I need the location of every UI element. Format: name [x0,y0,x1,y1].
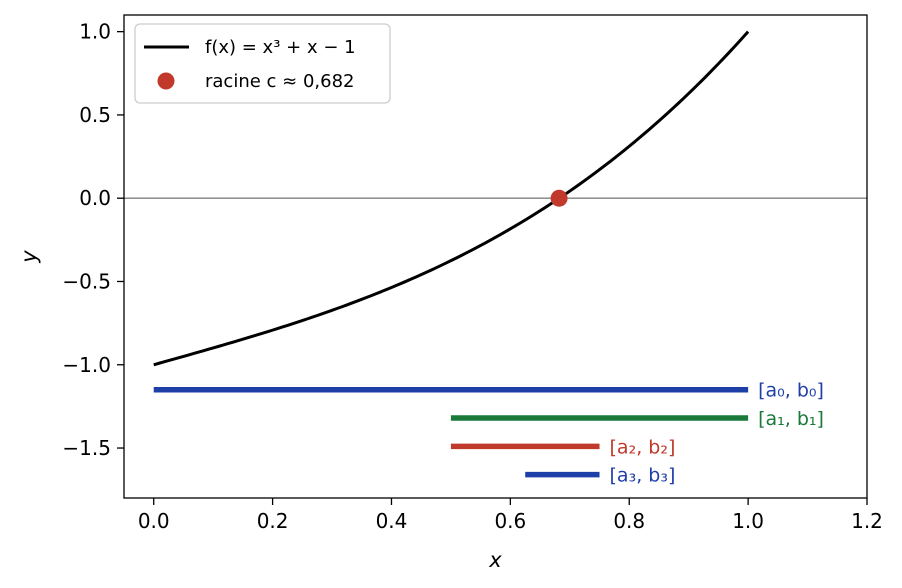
x-axis-label: x [488,548,502,572]
axes-frame [123,14,868,499]
interval-label-2: [a₂, b₂] [610,436,676,458]
plot-area: [a₀, b₀] [a₁, b₁] [a₂, b₂] [a₃, b₃] [124,30,867,487]
x-tick-label: 0.8 [613,509,645,533]
interval-0: [a₀, b₀] [153,380,824,402]
interval-label-0: [a₀, b₀] [758,380,824,402]
interval-3: [a₃, b₃] [525,465,675,487]
interval-1: [a₁, b₁] [450,408,824,430]
x-tick-label: 0.4 [376,509,408,533]
x-tick-label: 0.0 [138,509,170,533]
legend-entry-label: f(x) = x³ + x − 1 [205,37,356,58]
y-axis-label: y [17,250,41,264]
legend: f(x) = x³ + x − 1 racine c ≈ 0,682 [134,23,391,104]
interval-label-3: [a₃, b₃] [610,465,676,487]
y-tick-label: −0.5 [62,269,111,293]
y-tick-label: 0.0 [79,186,111,210]
y-tick-label: −1.0 [62,353,111,377]
x-tick-label: 1.0 [732,509,764,533]
legend-box [134,23,391,104]
y-tick-label: 1.0 [79,20,111,44]
axis-ticks: 0.0 0.2 0.4 0.6 0.8 1.0 1.2 1.0 0.5 0.0 −0.5 −1.0 −1… [62,20,882,533]
legend-entry-label: racine c ≈ 0,682 [205,71,354,92]
x-tick-label: 0.6 [494,509,526,533]
y-tick-label: −1.5 [62,436,111,460]
legend-dot-icon [157,72,175,90]
function-curve [153,30,750,367]
y-tick-label: 0.5 [79,103,111,127]
x-tick-label: 1.2 [851,509,883,533]
root-point [550,189,568,207]
interval-2: [a₂, b₂] [450,436,676,458]
x-tick-label: 0.2 [257,509,289,533]
interval-label-1: [a₁, b₁] [758,408,824,430]
